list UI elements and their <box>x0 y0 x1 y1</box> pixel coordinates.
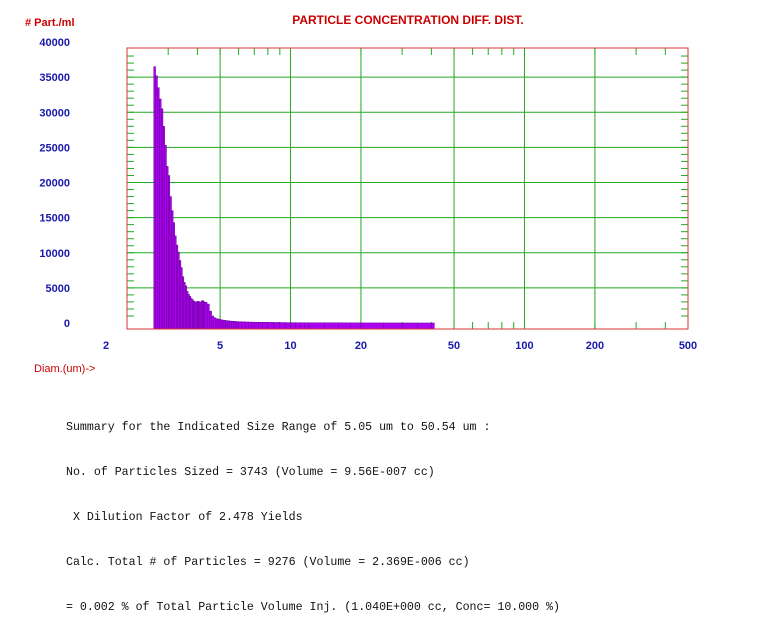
y-tick-label: 25000 <box>39 142 70 154</box>
histogram-bar <box>251 321 255 330</box>
histogram-bar <box>215 318 219 330</box>
histogram-bar <box>244 321 249 330</box>
x-tick-label: 500 <box>679 340 697 352</box>
histogram-bar <box>180 267 183 330</box>
histogram-bar <box>189 296 192 330</box>
histogram-bar <box>285 322 291 330</box>
histogram-bar <box>160 108 164 330</box>
histogram-bar <box>401 322 419 330</box>
summary-line: No. of Particles Sized = 3743 (Volume = … <box>66 466 435 479</box>
histogram-bar <box>248 321 252 330</box>
chart-title: PARTICLE CONCENTRATION DIFF. DIST. <box>292 13 524 27</box>
histogram-bar <box>190 298 193 330</box>
grid <box>127 48 688 329</box>
y-tick-labels: 0 5000 10000 15000 20000 25000 30000 35000 40000 <box>39 37 70 330</box>
histogram-bar <box>157 87 160 330</box>
histogram-bar <box>153 66 156 330</box>
y-tick-label: 20000 <box>39 178 70 190</box>
histogram-bar <box>177 251 180 330</box>
histogram-bar <box>233 321 236 330</box>
x-tick-label: 2 <box>103 340 109 352</box>
histogram-bar <box>179 260 182 330</box>
x-tick-label: 20 <box>355 340 367 352</box>
histogram-bar <box>174 235 177 330</box>
histogram-bar <box>308 322 325 330</box>
summary-line: = 0.002 % of Total Particle Volume Inj. … <box>66 601 560 614</box>
x-tick-label: 10 <box>284 340 296 352</box>
histogram-bar <box>213 317 217 330</box>
histogram-bar <box>185 285 187 330</box>
histogram-bar <box>164 145 167 330</box>
x-tick-label: 200 <box>586 340 604 352</box>
histogram-bar <box>238 321 243 330</box>
histogram-bar <box>176 244 179 330</box>
histogram-bar <box>167 175 171 330</box>
y-tick-label: 10000 <box>39 248 70 260</box>
plot-frame <box>126 47 689 330</box>
histogram-bar <box>183 282 186 330</box>
x-tick-label: 50 <box>448 340 460 352</box>
histogram-bar <box>182 276 185 330</box>
histogram-bar <box>221 319 225 330</box>
histogram-bar <box>229 320 232 330</box>
histogram-bar <box>225 320 229 330</box>
histogram-bar <box>227 320 230 330</box>
histogram-bar <box>159 98 162 330</box>
histogram-bar <box>236 321 239 330</box>
histogram-bar <box>211 315 215 330</box>
summary-line: X Dilution Factor of 2.478 Yields <box>66 511 303 524</box>
summary-text: Summary for the Indicated Size Range of … <box>66 390 560 630</box>
histogram-bar <box>267 322 275 330</box>
histogram-bar <box>186 291 189 330</box>
histogram-bar <box>217 318 221 330</box>
histogram-bar <box>204 302 208 330</box>
histogram-bar <box>169 196 172 330</box>
histogram-bar <box>290 322 296 330</box>
histogram-bar <box>304 322 310 330</box>
y-tick-label: 30000 <box>39 107 70 119</box>
histogram-bar <box>431 322 435 330</box>
histogram-bar <box>155 75 158 330</box>
y-tick-label: 0 <box>64 318 70 330</box>
histogram-bar <box>223 320 227 330</box>
histogram-bar <box>162 126 165 330</box>
histogram-bar <box>231 320 234 330</box>
histogram-bar <box>324 322 339 330</box>
histogram-bar <box>234 321 238 330</box>
x-tick-label: 100 <box>515 340 533 352</box>
histogram-bar <box>262 322 269 330</box>
y-tick-label: 15000 <box>39 213 70 225</box>
histogram-bar <box>166 166 169 330</box>
histogram-bar <box>171 210 174 330</box>
histogram-bar <box>350 322 362 330</box>
y-tick-label: 40000 <box>39 37 70 49</box>
bars <box>153 66 435 330</box>
histogram-bar <box>254 321 259 330</box>
histogram-bar <box>295 322 301 330</box>
histogram-bar <box>209 310 212 330</box>
x-tick-label: 5 <box>217 340 223 352</box>
histogram-bar <box>338 322 351 330</box>
histogram-bar <box>258 322 263 330</box>
histogram-bar <box>219 319 223 330</box>
histogram-bar <box>279 322 286 330</box>
summary-line: Calc. Total # of Particles = 9276 (Volum… <box>66 556 470 569</box>
x-axis-label: Diam.(um)-> <box>34 363 95 375</box>
histogram-bar <box>300 322 305 330</box>
histogram-bar <box>417 322 432 330</box>
histogram-bar <box>360 322 384 330</box>
y-tick-label: 5000 <box>46 283 70 295</box>
y-axis-label: # Part./ml <box>25 17 75 29</box>
histogram-bar <box>172 222 175 330</box>
summary-line: Summary for the Indicated Size Range of … <box>66 421 491 434</box>
histogram-bar <box>241 321 246 330</box>
histogram-bar <box>206 303 210 330</box>
chart: PARTICLE CONCENTRATION DIFF. DIST. # Par… <box>25 13 697 375</box>
histogram-bar <box>273 322 281 330</box>
histogram-bar <box>187 293 190 330</box>
histogram-bar <box>383 322 403 330</box>
x-tick-labels: 2 5 10 20 50 100 200 500 <box>103 340 697 352</box>
y-tick-label: 35000 <box>39 72 70 84</box>
